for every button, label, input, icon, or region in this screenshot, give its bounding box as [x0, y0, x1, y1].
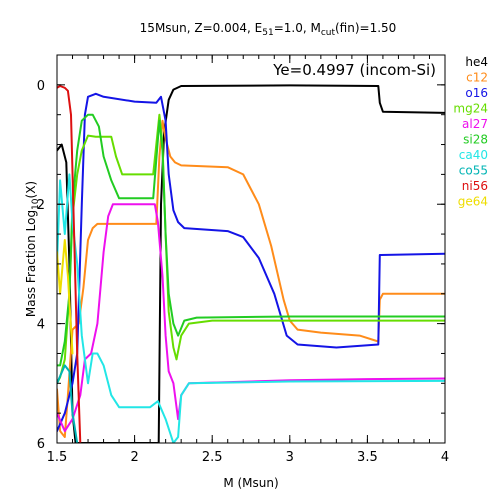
series-layer	[57, 84, 445, 443]
series-line-ge64	[57, 239, 74, 355]
legend-entry-he4: he4	[465, 55, 488, 69]
legend-entry-si28: si28	[463, 133, 488, 147]
legend-entry-ca40: ca40	[459, 148, 488, 162]
x-tick-label: 1.5	[47, 450, 68, 465]
plot-frame	[56, 54, 446, 444]
series-line-ca40	[57, 173, 445, 443]
legend-entry-o16: o16	[465, 86, 488, 100]
legend-entry-co55: co55	[459, 164, 488, 178]
x-tick-label: 3	[286, 450, 294, 465]
x-tick-label: 4	[441, 450, 449, 465]
x-tick-label: 2	[130, 450, 138, 465]
legend-entry-c12: c12	[466, 71, 488, 85]
x-axis-label: M (Msun)	[223, 476, 278, 490]
x-tick-label: 3.5	[357, 450, 378, 465]
legend-entry-ge64: ge64	[458, 195, 488, 209]
annotation-ye: Ye=0.4997 (incom-Si)	[272, 61, 436, 79]
legend-entry-mg24: mg24	[453, 102, 488, 116]
ticks-layer: 1.5 2 2.5 3 3.5 4 0 2 4 6	[37, 54, 449, 465]
y-tick-label: 2	[37, 198, 45, 213]
chart-title: 15Msun, Z=0.004, E51=1.0, Mcut(fin)=1.50	[140, 21, 397, 38]
x-tick-label: 2.5	[202, 450, 223, 465]
y-axis-label: Mass Fraction Log10(X)	[24, 181, 41, 317]
legend-entry-ni56: ni56	[462, 179, 488, 193]
y-tick-label: 4	[37, 318, 45, 333]
series-line-co55	[57, 364, 79, 443]
legend-entry-al27: al27	[462, 117, 488, 131]
y-tick-label: 0	[37, 79, 45, 94]
series-line-o16	[57, 92, 445, 433]
y-tick-label: 6	[37, 437, 45, 452]
series-line-ni56	[57, 85, 82, 443]
